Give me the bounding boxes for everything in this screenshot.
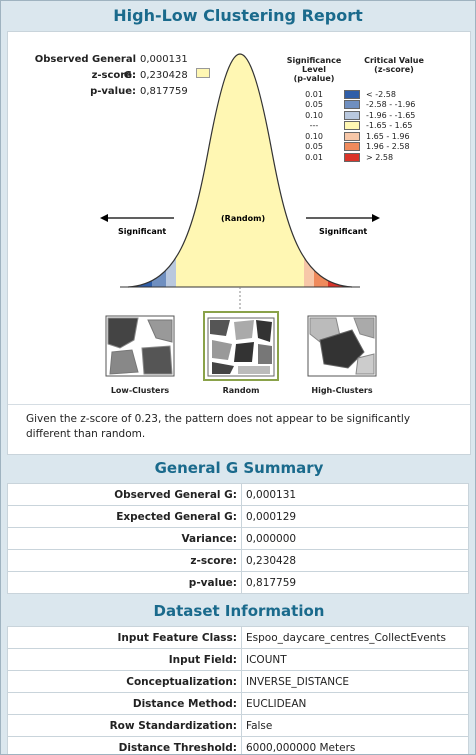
arrow-right-head [372, 214, 380, 222]
band-fill [166, 32, 176, 292]
report-graphic-panel: Observed General G: 0,000131 z-score: 0,… [7, 31, 471, 455]
band-fill [152, 32, 166, 292]
label-significant-right: Significant [319, 227, 367, 236]
table-row: Distance Method: EUCLIDEAN [8, 693, 469, 715]
row-key: Input Feature Class: [8, 627, 242, 649]
row-value: ICOUNT [242, 649, 469, 671]
row-value: EUCLIDEAN [242, 693, 469, 715]
map-region [142, 346, 172, 374]
row-value: Espoo_daycare_centres_CollectEvents [242, 627, 469, 649]
table-row: Variance: 0,000000 [8, 528, 469, 550]
row-value: 0,230428 [242, 550, 469, 572]
map-low-clusters [106, 316, 174, 376]
row-value: 0,000131 [242, 484, 469, 506]
table-row: Expected General G: 0,000129 [8, 506, 469, 528]
table-row: p-value: 0,817759 [8, 572, 469, 594]
interpretation-message: Given the z-score of 0.23, the pattern d… [26, 412, 446, 442]
row-value: 6000,000000 Meters [242, 737, 469, 755]
row-key: Variance: [8, 528, 242, 550]
row-key: Distance Threshold: [8, 737, 242, 755]
row-value: False [242, 715, 469, 737]
row-value: INVERSE_DISTANCE [242, 671, 469, 693]
divider [8, 404, 470, 405]
summary-table: Observed General G: 0,000131 Expected Gen… [7, 483, 469, 594]
arrow-left-head [100, 214, 108, 222]
row-value: 0,000000 [242, 528, 469, 550]
table-row: Row Standardization: False [8, 715, 469, 737]
map-region [258, 344, 272, 364]
row-key: z-score: [8, 550, 242, 572]
row-key: Expected General G: [8, 506, 242, 528]
dataset-table: Input Feature Class: Espoo_daycare_centre… [7, 626, 469, 755]
table-row: Observed General G: 0,000131 [8, 484, 469, 506]
map-region [234, 342, 254, 362]
band-fill [176, 32, 304, 292]
map-random [204, 312, 278, 380]
row-value: 0,817759 [242, 572, 469, 594]
row-key: Observed General G: [8, 484, 242, 506]
label-random: (Random) [221, 214, 265, 223]
table-row: Input Feature Class: Espoo_daycare_centre… [8, 627, 469, 649]
map-label-high: High-Clusters [306, 386, 378, 395]
label-significant-left: Significant [118, 227, 166, 236]
row-key: Distance Method: [8, 693, 242, 715]
bell-fill [108, 32, 372, 292]
band-fill [328, 32, 372, 292]
row-key: Conceptualization: [8, 671, 242, 693]
map-region [238, 366, 270, 374]
table-row: Input Field: ICOUNT [8, 649, 469, 671]
map-high-clusters [308, 316, 376, 376]
band-fill [108, 32, 152, 292]
summary-title: General G Summary [1, 459, 476, 477]
band-fill [314, 32, 328, 292]
band-fill [304, 32, 314, 292]
dataset-title: Dataset Information [1, 602, 476, 620]
table-row: Conceptualization: INVERSE_DISTANCE [8, 671, 469, 693]
map-label-low: Low-Clusters [104, 386, 176, 395]
table-row: Distance Threshold: 6000,000000 Meters [8, 737, 469, 755]
row-key: Input Field: [8, 649, 242, 671]
row-key: Row Standardization: [8, 715, 242, 737]
row-key: p-value: [8, 572, 242, 594]
map-region [234, 320, 254, 340]
row-value: 0,000129 [242, 506, 469, 528]
report-title: High-Low Clustering Report [1, 1, 475, 31]
map-label-random: Random [204, 386, 278, 395]
table-row: z-score: 0,230428 [8, 550, 469, 572]
